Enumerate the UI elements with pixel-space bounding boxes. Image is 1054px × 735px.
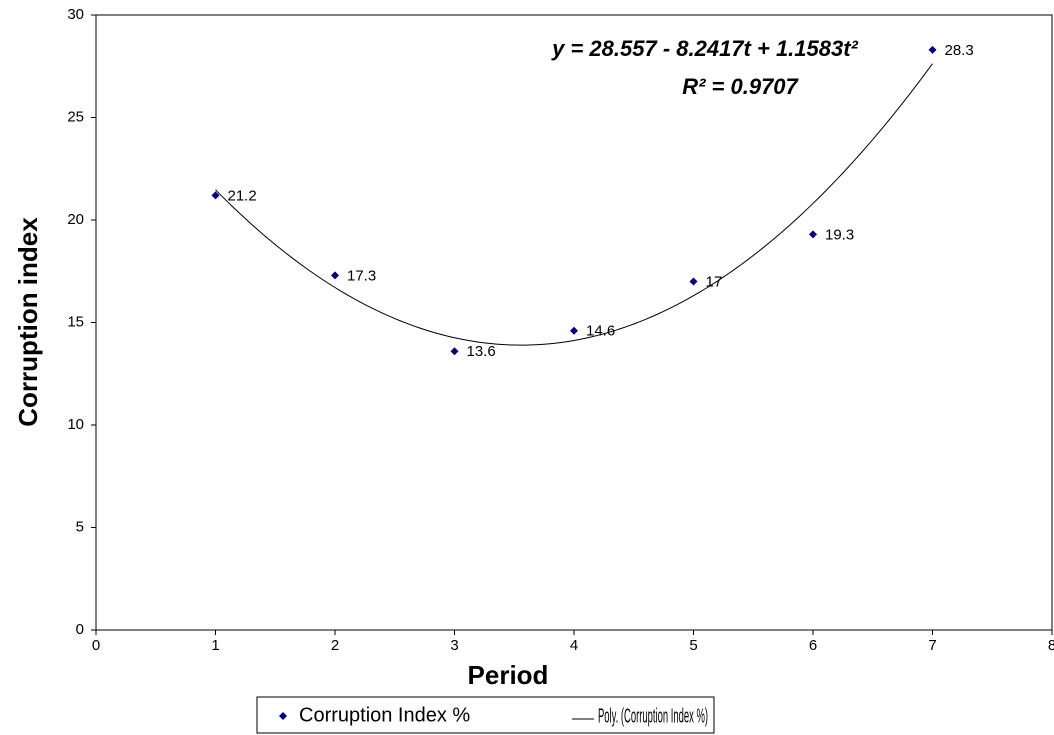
data-label: 28.3	[945, 42, 974, 59]
trend-equation: y = 28.557 - 8.2417t + 1.1583t²	[551, 36, 858, 61]
point	[570, 326, 578, 335]
point	[211, 191, 220, 200]
y-axis-title: Corruption index	[13, 217, 43, 427]
x-tick-label: 3	[450, 637, 458, 654]
point	[928, 45, 937, 54]
x-tick-label: 4	[570, 637, 578, 654]
point	[689, 277, 698, 286]
trendline	[215, 63, 933, 346]
data-label: 13.6	[467, 343, 496, 360]
legend-label: Poly. (Corruption Index %)	[598, 705, 708, 727]
data-label: 17.3	[347, 267, 376, 284]
point	[450, 347, 459, 356]
data-label: 19.3	[825, 226, 854, 243]
y-tick-label: 25	[67, 108, 84, 125]
legend-label: Corruption Index %	[299, 704, 470, 726]
y-tick-label: 10	[67, 416, 84, 433]
x-axis-title: Period	[468, 660, 549, 690]
y-tick-label: 5	[76, 518, 84, 535]
legend-marker	[279, 712, 287, 720]
x-tick-label: 1	[211, 637, 219, 654]
y-tick-label: 30	[67, 6, 84, 23]
plot-area	[95, 14, 1053, 631]
data-label: 14.6	[586, 323, 615, 340]
x-tick-label: 7	[928, 637, 936, 654]
point	[331, 271, 339, 280]
y-tick-label: 0	[76, 621, 84, 638]
x-tick-label: 6	[809, 637, 817, 654]
x-tick-label: 2	[331, 637, 339, 654]
point	[809, 230, 817, 239]
legend	[256, 696, 715, 734]
x-tick-label: 5	[689, 637, 697, 654]
data-label: 21.2	[228, 187, 257, 204]
y-tick-label: 15	[67, 313, 84, 330]
trend-r-squared: R² = 0.9707	[682, 74, 799, 99]
x-tick-label: 8	[1048, 637, 1054, 654]
x-tick-label: 0	[92, 637, 100, 654]
y-tick-label: 20	[67, 211, 84, 228]
data-label: 17	[706, 273, 723, 290]
